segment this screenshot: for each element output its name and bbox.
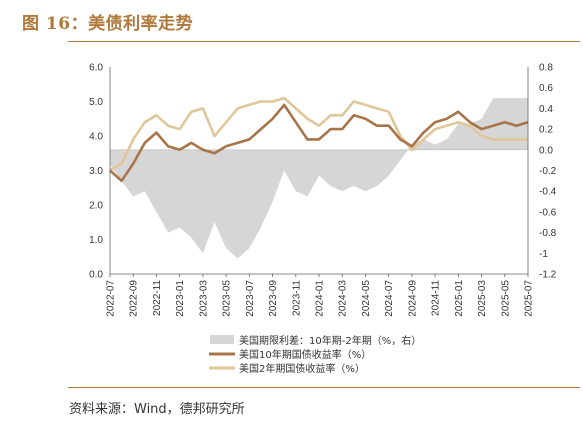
y-right-tick-label: -0.6	[539, 207, 557, 218]
y-right-tick-label: 0.4	[539, 104, 553, 115]
y-right-tick-label: 0.0	[539, 145, 553, 156]
x-tick-label: 2025-01	[454, 280, 465, 317]
x-tick-label: 2025-07	[524, 280, 535, 317]
y-right-tick-label: -0.4	[539, 187, 557, 198]
figure-title: 图 16：美债利率走势	[22, 14, 194, 34]
us2y-line	[109, 96, 528, 172]
y-left-tick-label: 5.0	[89, 97, 103, 108]
spread-area	[110, 98, 528, 259]
x-tick-label: 2022-07	[106, 280, 117, 317]
x-tick-label: 2022-11	[152, 280, 163, 316]
x-tick-label: 2023-09	[268, 280, 279, 317]
y-right-tick-label: -1	[539, 249, 548, 260]
legend: 美国期限利差：10年期-2年期（%，右）美国10年期国债收益率（%）美国2年期国…	[209, 334, 421, 375]
axes-layer	[109, 67, 529, 277]
y-right-tick-label: -0.8	[539, 228, 557, 239]
x-tick-label: 2024-05	[361, 280, 372, 317]
x-tick-label: 2023-07	[245, 280, 256, 317]
legend-item-spread-swatch	[210, 335, 234, 344]
x-tick-label: 2022-09	[129, 280, 140, 317]
y-right-tick-label: 0.2	[539, 125, 553, 136]
x-tick-label: 2024-07	[384, 280, 395, 317]
y-right-tick-label: -0.2	[539, 166, 557, 177]
x-tick-label: 2024-01	[315, 280, 326, 317]
x-tick-label: 2024-09	[407, 280, 418, 317]
x-tick-label: 2023-01	[175, 280, 186, 317]
y-right-tick-label: -1.2	[539, 270, 557, 281]
x-tick-label: 2023-11	[291, 280, 302, 316]
x-tick-label: 2023-05	[222, 280, 233, 317]
y-left-tick-label: 0.0	[89, 270, 103, 281]
y-right-tick-label: 0.6	[539, 83, 553, 94]
us10y-line	[109, 103, 529, 183]
tick-labels-layer: 0.0 1.0 2.0 3.0 4.0 5.0 6.0 -1.2 -1 -0.8 -0.6 -0.4 -…	[89, 63, 557, 317]
spread-area-layer	[110, 98, 528, 259]
x-tick-label: 2023-03	[198, 280, 209, 317]
legend-item-us2y-label: 美国2年期国债收益率（%）	[239, 362, 365, 375]
legend-item-spread-label: 美国期限利差：10年期-2年期（%，右）	[239, 334, 421, 347]
x-tick-label: 2025-03	[477, 280, 488, 317]
y-left-tick-label: 1.0	[89, 235, 103, 246]
source-divider	[68, 387, 580, 388]
y-right-tick-label: 0.8	[539, 63, 553, 74]
source-note: 资料来源：Wind，德邦研究所	[69, 402, 245, 417]
y-left-tick-label: 3.0	[89, 166, 103, 177]
y-left-tick-label: 4.0	[89, 132, 103, 143]
yield-lines-layer	[109, 96, 529, 183]
x-tick-label: 2024-03	[338, 280, 349, 317]
y-left-tick-label: 6.0	[89, 63, 103, 74]
legend-item-us10y-label: 美国10年期国债收益率（%）	[239, 348, 371, 361]
title-divider	[68, 41, 580, 42]
x-tick-label: 2025-05	[500, 280, 511, 317]
y-left-tick-label: 2.0	[89, 201, 103, 212]
x-tick-label: 2024-11	[431, 280, 442, 316]
